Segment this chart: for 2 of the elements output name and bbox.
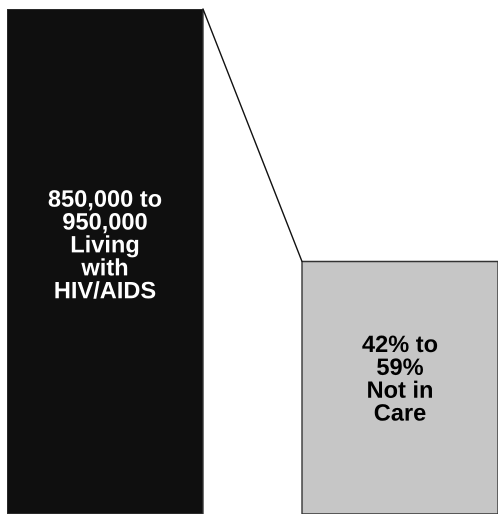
annotation: 42% to 59% Not in Care [362,335,438,421]
annotation: 850,000 to 950,000 Living with HIV/AIDS [48,190,162,299]
